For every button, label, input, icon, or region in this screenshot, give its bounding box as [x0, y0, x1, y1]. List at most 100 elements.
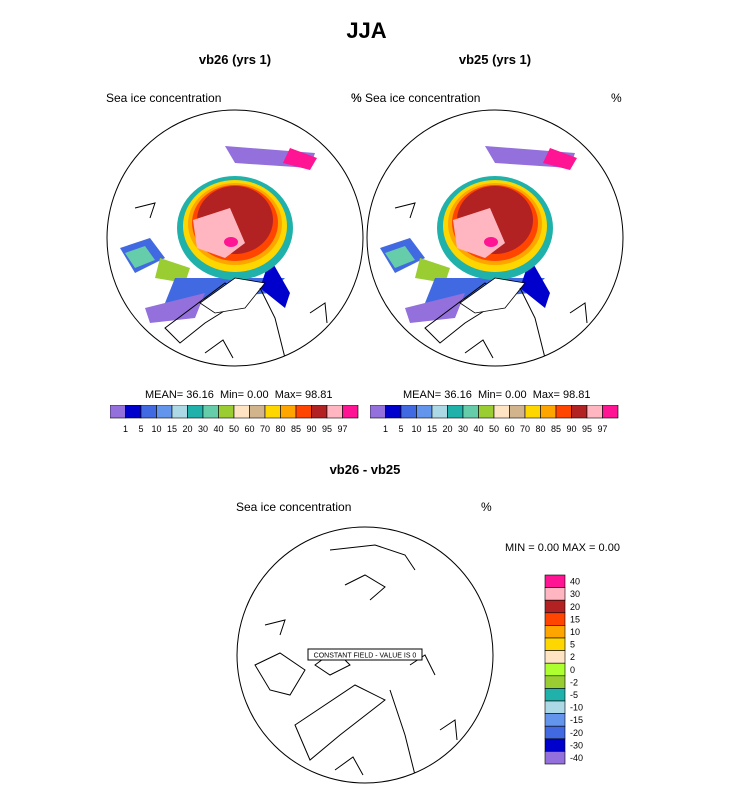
panel-1-colorbar-swatch-1 [125, 405, 142, 419]
panel-2-title: vb25 (yrs 1) [458, 52, 532, 67]
panel-2-colorbar-swatch-8 [493, 405, 510, 419]
panel-1-colorbar-tick-label: 90 [306, 424, 316, 434]
panel-2-colorbar-swatch-9 [509, 405, 526, 419]
panel-3-minmax: MIN = 0.00 MAX = 0.00 [505, 542, 620, 554]
panel-2-colorbar-swatch-13 [571, 405, 588, 419]
panel-2-min-label: Min= [477, 389, 503, 401]
panel-2-colorbar-tick-label: 95 [582, 424, 592, 434]
panel-1-colorbar-tick-label: 97 [337, 424, 347, 434]
panel-3-colorbar-swatch-12 [544, 725, 566, 740]
panel-3-colorbar-tick-label: 0 [570, 665, 575, 675]
panel-2-polar-map [366, 109, 624, 367]
panel-1-colorbar-swatch-9 [249, 405, 266, 419]
panel-3-colorbar-tick-label: 20 [570, 602, 580, 612]
panel-3-colorbar-tick-label: -2 [570, 677, 578, 687]
panel-2-colorbar-swatch-4 [431, 405, 448, 419]
panel-1-min-label: Min= [219, 389, 245, 401]
panel-2-colorbar-tick-label: 20 [442, 424, 452, 434]
panel-1-polar-map [106, 109, 364, 367]
panel-2-colorbar-swatch-3 [416, 405, 433, 419]
panel-2-colorbar-swatch-10 [524, 405, 541, 419]
panel-3-colorbar-tick-label: -15 [570, 715, 583, 725]
panel-1-colorbar-tick-label: 20 [182, 424, 192, 434]
panel-2-max-label: Max= [532, 389, 560, 401]
panel-1-colorbar: 1 5 10 15 20 30 40 50 60 70 80 85 90 95 97 [110, 405, 359, 434]
panel-2-colorbar-tick-label: 60 [504, 424, 514, 434]
panel-2-colorbar-tick-label: 5 [398, 424, 403, 434]
panel-2-colorbar-swatch-1 [385, 405, 402, 419]
panel-3-colorbar-tick-label: 15 [570, 614, 580, 624]
panel-3-colorbar-tick-label: -30 [570, 740, 583, 750]
panel-2-variable-label: % Sea ice concentration [351, 91, 481, 105]
panel-2-colorbar-tick-label: 97 [597, 424, 607, 434]
panel-3-colorbar-tick-label: -5 [570, 690, 578, 700]
panel-1-colorbar-swatch-0 [110, 405, 126, 419]
panel-2-colorbar-swatch-14 [586, 405, 603, 419]
panel-3-colorbar-swatch-3 [544, 612, 566, 626]
panel-1-colorbar-swatch-15 [342, 405, 359, 419]
panel-1-variable-label: Sea ice concentration [106, 91, 222, 105]
panel-3-colorbar-tick-label: -10 [570, 703, 583, 713]
panel-2-min-value: 0.00 [505, 389, 527, 401]
panel-3-colorbar-swatch-4 [544, 625, 566, 639]
panel-1-colorbar-tick-label: 50 [229, 424, 239, 434]
panel-2-colorbar-tick-label: 90 [566, 424, 576, 434]
panel-1-title: vb26 (yrs 1) [198, 52, 272, 67]
panel-3-colorbar-tick-label: 30 [570, 589, 580, 599]
panel-2-colorbar-swatch-2 [400, 405, 417, 419]
panel-1-colorbar-tick-label: 1 [123, 424, 128, 434]
panel-1-colorbar-swatch-4 [171, 405, 188, 419]
panel-2-colorbar-tick-label: 85 [551, 424, 561, 434]
panel-3-colorbar-swatch-8 [544, 675, 566, 689]
panel-3-colorbar-tick-label: -40 [570, 753, 583, 763]
panel-2-colorbar-tick-label: 40 [473, 424, 483, 434]
panel-1-stats: MEAN= 36.16 Min= 0.00 Max= 98.81 [145, 389, 333, 401]
panel-1-colorbar-swatch-13 [311, 405, 328, 419]
panel-3-colorbar-swatch-2 [544, 599, 566, 614]
season-title: JJA [346, 18, 387, 43]
panel-1-colorbar-tick-label: 60 [244, 424, 254, 434]
panel-2-stats: MEAN= 36.16 Min= 0.00 Max= 98.81 [403, 389, 591, 401]
panel-3-colorbar-tick-label: 40 [570, 577, 580, 587]
panel-1-colorbar-tick-label: 30 [198, 424, 208, 434]
panel-1-colorbar-swatch-12 [295, 405, 312, 419]
panel-3-colorbar-tick-label: 5 [570, 640, 575, 650]
panel-3-colorbar-swatch-5 [544, 637, 566, 651]
panel-1-colorbar-swatch-3 [156, 405, 173, 419]
panel-3-colorbar-swatch-1 [544, 587, 566, 601]
panel-3-colorbar-swatch-10 [544, 700, 566, 714]
panel-3-colorbar-swatch-14 [544, 751, 566, 765]
panel-2-colorbar-tick-label: 1 [383, 424, 388, 434]
panel-2-colorbar-swatch-7 [478, 405, 495, 419]
panel-2-units: % [611, 91, 622, 105]
panel-2-colorbar-swatch-6 [462, 405, 479, 419]
panel-2-max-value: 98.81 [562, 389, 591, 401]
panel-2-colorbar-tick-label: 70 [520, 424, 530, 434]
panel-2-colorbar-tick-label: 10 [411, 424, 421, 434]
panel-3-colorbar-swatch-7 [544, 662, 566, 677]
panel-1-colorbar-swatch-11 [280, 405, 297, 419]
panel-2-colorbar-swatch-5 [447, 405, 464, 419]
panel-2-colorbar-tick-label: 30 [458, 424, 468, 434]
panel-1-units: % [351, 91, 362, 105]
constant-field-label: CONSTANT FIELD - VALUE IS 0 [314, 653, 417, 660]
panel-3-colorbar-tick-label: -20 [570, 728, 583, 738]
panel-1-mean-label: MEAN= [145, 389, 184, 401]
panel-2-mean-label: MEAN= [403, 389, 442, 401]
panel-3-colorbar-tick-label: 10 [570, 627, 580, 637]
panel-1-colorbar-swatch-6 [202, 405, 219, 419]
panel-2-colorbar-swatch-0 [370, 405, 386, 419]
panel-3-units: % [481, 500, 492, 514]
panel-1-colorbar-tick-label: 85 [291, 424, 301, 434]
panel-1-max-value: 98.81 [304, 389, 333, 401]
panel-1-colorbar-tick-label: 5 [138, 424, 143, 434]
panel-1-min-value: 0.00 [247, 389, 269, 401]
panel-2-mean-value: 36.16 [444, 389, 472, 401]
panel-3-colorbar-swatch-6 [544, 650, 566, 664]
panel-3-colorbar-swatch-0 [544, 574, 566, 588]
panel-3-colorbar-swatch-9 [544, 688, 566, 702]
panel-2-colorbar: 1 5 10 15 20 30 40 50 60 70 80 85 90 95 97 [370, 405, 619, 434]
panel-3-colorbar-swatch-11 [544, 713, 566, 727]
panel-1-mean-value: 36.16 [186, 389, 214, 401]
